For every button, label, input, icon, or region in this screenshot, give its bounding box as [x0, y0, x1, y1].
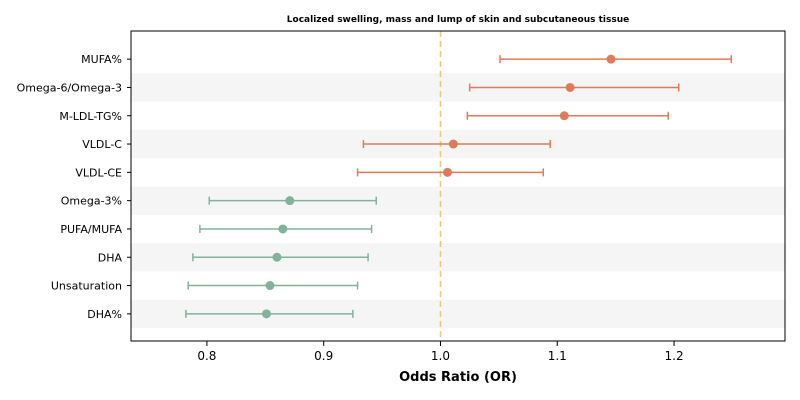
- or-point: [265, 281, 275, 291]
- plot-frame: [130, 30, 786, 342]
- x-tick-label: 0.9: [314, 349, 333, 363]
- row-band: [131, 73, 785, 102]
- or-point: [278, 224, 288, 234]
- x-tick-label: 1.1: [548, 349, 567, 363]
- data-marks: [185, 54, 733, 319]
- row-label: Unsaturation: [51, 280, 122, 293]
- or-point: [606, 54, 616, 64]
- chart-title: Localized swelling, mass and lump of ski…: [287, 15, 629, 25]
- row-label: VLDL-CE: [75, 166, 122, 179]
- or-point: [285, 196, 295, 206]
- x-axis-label: Odds Ratio (OR): [399, 370, 517, 385]
- row-label: DHA: [98, 251, 123, 264]
- x-tick-label: 1.0: [431, 349, 450, 363]
- row-label: DHA%: [87, 308, 122, 321]
- or-point: [442, 167, 452, 177]
- or-point: [565, 82, 575, 92]
- row-label: VLDL-C: [82, 138, 122, 151]
- or-point: [559, 111, 569, 121]
- or-point: [261, 309, 271, 319]
- x-tick-label: 0.8: [197, 349, 216, 363]
- row-label: MUFA%: [81, 53, 122, 66]
- row-label: Omega-3%: [61, 195, 122, 208]
- row-label: Omega-6/Omega-3: [17, 81, 122, 94]
- row-label: M-LDL-TG%: [59, 110, 122, 123]
- or-point: [448, 139, 458, 149]
- or-point: [272, 252, 282, 262]
- x-tick-label: 1.2: [665, 349, 684, 363]
- x-axis: 0.8 0.9 1.0 1.1 1.2: [197, 341, 684, 363]
- row-label: PUFA/MUFA: [60, 223, 122, 236]
- row-labels: MUFA% Omega-6/Omega-3 M-LDL-TG% VLDL-C VLDL-…: [17, 53, 131, 321]
